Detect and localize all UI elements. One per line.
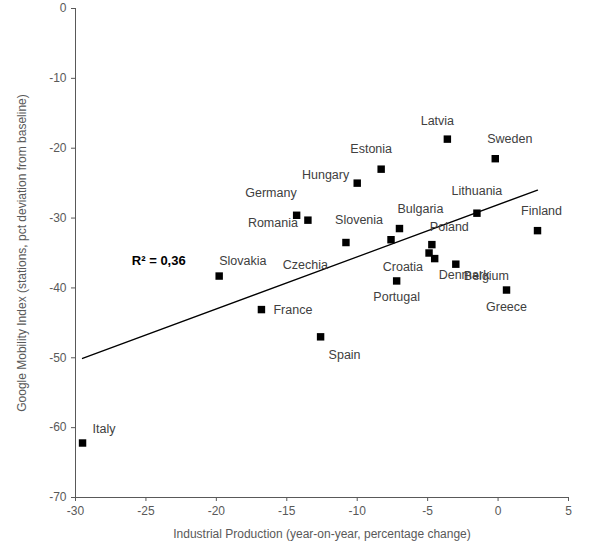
svg-text:5: 5 — [565, 504, 572, 518]
svg-text:Slovakia: Slovakia — [219, 254, 266, 268]
svg-text:Google Mobility Index (station: Google Mobility Index (stations, pct dev… — [15, 94, 29, 412]
svg-text:-15: -15 — [278, 504, 296, 518]
svg-text:0: 0 — [495, 504, 502, 518]
svg-text:R² = 0,36: R² = 0,36 — [132, 253, 186, 268]
svg-text:Belgium: Belgium — [464, 269, 509, 283]
svg-text:-30: -30 — [49, 211, 67, 225]
svg-text:Czechia: Czechia — [283, 258, 328, 272]
svg-text:0: 0 — [60, 1, 67, 15]
svg-text:Bulgaria: Bulgaria — [397, 202, 443, 216]
svg-text:Portugal: Portugal — [373, 290, 420, 304]
svg-text:-50: -50 — [49, 351, 67, 365]
svg-text:-10: -10 — [49, 71, 67, 85]
svg-text:-40: -40 — [49, 281, 67, 295]
svg-text:-20: -20 — [208, 504, 226, 518]
svg-text:Estonia: Estonia — [350, 142, 392, 156]
svg-text:Germany: Germany — [245, 186, 297, 200]
svg-text:-25: -25 — [137, 504, 155, 518]
svg-text:Greece: Greece — [486, 300, 527, 314]
svg-text:Industrial Production (year-on: Industrial Production (year-on-year, per… — [173, 527, 471, 541]
svg-text:Slovenia: Slovenia — [335, 213, 383, 227]
svg-text:Latvia: Latvia — [421, 114, 454, 128]
svg-text:Romania: Romania — [248, 216, 298, 230]
svg-text:Croatia: Croatia — [383, 260, 423, 274]
svg-text:-70: -70 — [49, 490, 67, 504]
svg-text:-10: -10 — [349, 504, 367, 518]
svg-text:Finland: Finland — [521, 204, 562, 218]
svg-text:Spain: Spain — [329, 348, 361, 362]
svg-text:Hungary: Hungary — [302, 168, 350, 182]
svg-text:-5: -5 — [422, 504, 433, 518]
svg-text:-20: -20 — [49, 141, 67, 155]
svg-text:-30: -30 — [67, 504, 85, 518]
svg-text:Italy: Italy — [93, 422, 117, 436]
svg-text:Sweden: Sweden — [487, 132, 532, 146]
svg-text:Poland: Poland — [430, 220, 469, 234]
svg-text:Lithuania: Lithuania — [452, 184, 503, 198]
svg-text:France: France — [273, 303, 312, 317]
svg-text:-60: -60 — [49, 420, 67, 434]
